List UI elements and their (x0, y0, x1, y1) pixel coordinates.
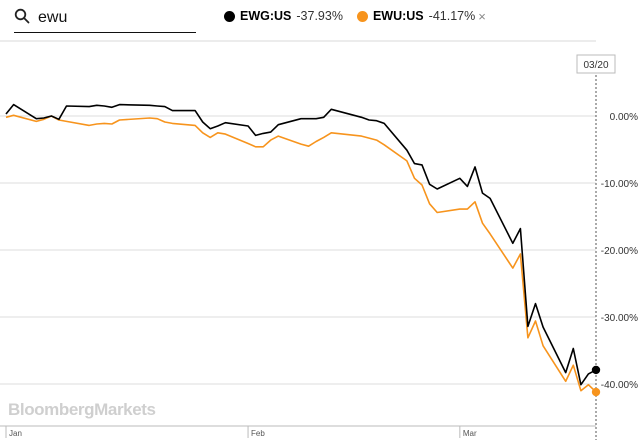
search-input[interactable] (38, 9, 178, 27)
legend-change: -37.93% (296, 9, 343, 23)
search-bar[interactable] (14, 4, 196, 33)
series-endpoint-marker (591, 387, 601, 397)
series-line-ewgus (5, 103, 597, 386)
legend-ticker: EWG:US (240, 9, 292, 23)
series-color-dot (224, 10, 235, 22)
legend-item-ewg[interactable]: EWG:US -37.93% (224, 9, 343, 23)
y-tick-label: -40.00% (601, 380, 638, 391)
crosshair-label-box (576, 54, 616, 74)
close-icon[interactable]: × (478, 8, 486, 24)
bloomberg-logo: BloombergMarkets (8, 400, 156, 419)
search-icon[interactable] (14, 8, 30, 29)
y-tick-label: -30.00% (601, 313, 638, 324)
series-endpoint-marker (591, 365, 601, 375)
y-tick-label: -20.00% (601, 246, 638, 257)
legend-change: -41.17% (428, 9, 476, 23)
series-color-dot (356, 10, 368, 22)
series-line-ewuus (5, 114, 597, 393)
x-tick-label: Mar (463, 429, 477, 438)
legend-ticker: EWU:US (372, 9, 424, 23)
chart-legend: EWG:US -37.93% EWU:US -41.17% × (224, 6, 486, 26)
y-tick-label: -10.00% (601, 179, 638, 190)
x-tick-label: Jan (9, 429, 22, 438)
legend-item-ewu[interactable]: EWU:US -41.17% × (356, 8, 486, 24)
y-tick-label: 0.00% (610, 112, 638, 123)
crosshair-date-label: 03/20 (583, 60, 608, 71)
x-tick-label: Feb (251, 429, 265, 438)
